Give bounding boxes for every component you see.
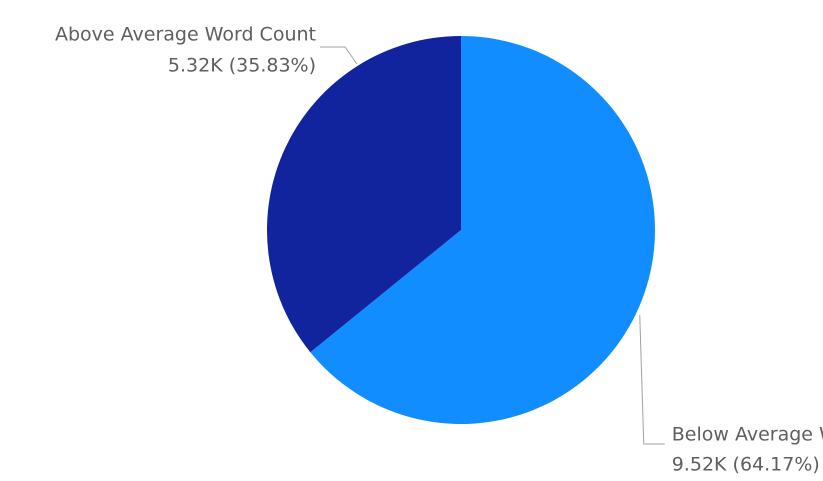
- leader-line: [320, 46, 358, 65]
- slice-label: Below Average Word Count: [672, 424, 823, 446]
- slice-value-label: 5.32K (35.83%): [168, 55, 316, 77]
- slice-label: Above Average Word Count: [55, 24, 316, 46]
- slice-value-label: 9.52K (64.17%): [672, 454, 820, 476]
- leader-line: [639, 315, 665, 445]
- pie-slice: [267, 36, 461, 353]
- pie-slice: [310, 36, 655, 425]
